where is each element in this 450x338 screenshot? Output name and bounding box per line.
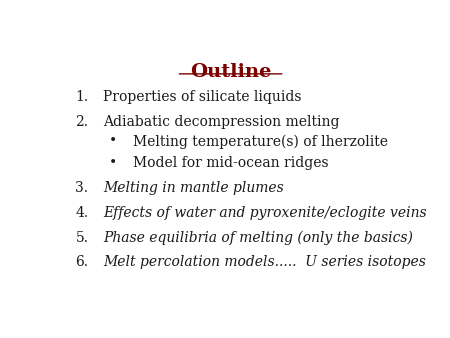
Text: Melting in mantle plumes: Melting in mantle plumes — [104, 181, 284, 195]
Text: Phase equilibria of melting (only the basics): Phase equilibria of melting (only the ba… — [104, 231, 413, 245]
Text: •: • — [108, 156, 117, 170]
Text: Outline: Outline — [190, 63, 271, 81]
Text: 2.: 2. — [76, 115, 89, 129]
Text: 3.: 3. — [76, 181, 89, 195]
Text: Adiabatic decompression melting: Adiabatic decompression melting — [104, 115, 340, 129]
Text: Model for mid-ocean ridges: Model for mid-ocean ridges — [133, 156, 328, 170]
Text: 1.: 1. — [76, 90, 89, 104]
Text: 6.: 6. — [76, 255, 89, 269]
Text: Melt percolation models.....  U series isotopes: Melt percolation models..... U series is… — [104, 255, 426, 269]
Text: 5.: 5. — [76, 231, 89, 245]
Text: •: • — [108, 134, 117, 148]
Text: Properties of silicate liquids: Properties of silicate liquids — [104, 90, 302, 104]
Text: Melting temperature(s) of lherzolite: Melting temperature(s) of lherzolite — [133, 134, 388, 149]
Text: 4.: 4. — [76, 206, 89, 220]
Text: Effects of water and pyroxenite/eclogite veins: Effects of water and pyroxenite/eclogite… — [104, 206, 427, 220]
